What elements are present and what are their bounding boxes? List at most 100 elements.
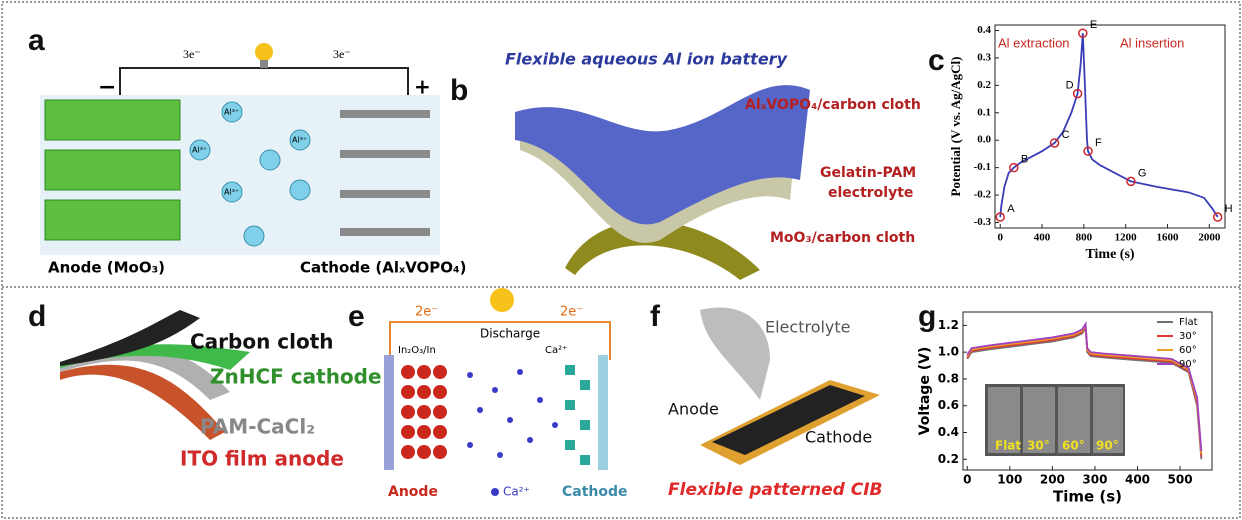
ion-label: Al³⁺ — [192, 146, 207, 155]
discharge-label: Discharge — [480, 327, 540, 341]
ion-label: Al³⁺ — [292, 136, 307, 145]
point-marker — [1126, 176, 1136, 187]
legend-label: 90° — [1179, 359, 1197, 370]
y-tick-label: -0.3 — [974, 216, 992, 228]
x-tick-label: 200 — [1040, 473, 1065, 487]
x-tick-label: 500 — [1168, 473, 1193, 487]
photo-frame — [1093, 387, 1123, 453]
y-axis-title: Voltage (V) — [917, 347, 933, 436]
y-tick-label: 0.1 — [977, 106, 991, 118]
point-label: D — [1066, 79, 1074, 91]
x-tick-label: 2000 — [1198, 232, 1221, 244]
anode-spheres — [401, 365, 447, 459]
inset-label: 90° — [1096, 439, 1119, 453]
panel-letter: a — [28, 24, 45, 57]
layer-label: Carbon cloth — [190, 330, 334, 354]
ion-labels: Al³⁺ Al³⁺ Al³⁺ Al³⁺ — [192, 108, 307, 197]
y-tick-label: 0.3 — [977, 51, 991, 63]
wire — [389, 321, 611, 360]
ca-ions — [467, 369, 558, 458]
point-label: G — [1138, 167, 1147, 179]
x-axis-title: Time (s) — [1053, 488, 1122, 506]
point-label: C — [1062, 129, 1070, 141]
inset-photo: Flat 30° 60° 90° — [985, 384, 1125, 456]
bulb — [490, 288, 514, 312]
cathode-lattice — [340, 110, 430, 236]
minus-sign: − — [98, 75, 116, 100]
point-marker — [1083, 146, 1093, 156]
layer-label: ZnHCF cathode — [210, 365, 382, 389]
electrolyte-label: Electrolyte — [765, 318, 851, 337]
point-marker — [995, 212, 1005, 222]
panel-letter: g — [918, 300, 936, 333]
anode-label: Anode (MoO₃) — [48, 259, 165, 277]
anode-plate — [384, 355, 394, 470]
legend-dot — [491, 488, 499, 496]
x-tick-label: 100 — [997, 473, 1022, 487]
photo-frame — [1058, 387, 1090, 453]
legend-label: Ca²⁺ — [503, 485, 530, 499]
x-tick-label: 300 — [1082, 473, 1107, 487]
electrolyte-sheet — [700, 307, 770, 400]
y-axis-title: Potential (V vs. Ag/AgCl) — [948, 57, 963, 197]
layer-label: MoO₃/carbon cloth — [770, 230, 915, 246]
plot-frame — [962, 311, 1213, 471]
ion-label: Al³⁺ — [224, 188, 239, 197]
layer-label: AlₓVOPO₄/carbon cloth — [745, 97, 921, 113]
plot-frame — [994, 24, 1226, 229]
y-tick-label: -0.2 — [974, 189, 992, 201]
annotation: Al insertion — [1120, 35, 1184, 50]
x-tick-label: 1200 — [1115, 232, 1138, 244]
y-tick-label: 0.0 — [977, 134, 991, 146]
y-tick-label: 0.4 — [977, 24, 991, 36]
x-tick-label: 400 — [1125, 473, 1150, 487]
ion-label: Al³⁺ — [224, 108, 239, 117]
anode-label: Anode — [668, 400, 719, 419]
cathode-label: Cathode — [562, 484, 628, 500]
legend-label: 60° — [1179, 345, 1197, 356]
ca-label: Ca²⁺ — [545, 345, 567, 356]
layer-cathode — [515, 85, 810, 225]
anode-label: Anode — [388, 484, 438, 500]
point-label: E — [1090, 19, 1097, 31]
plus-sign: + — [414, 75, 431, 99]
panel-letter: d — [28, 300, 46, 333]
photo-frame — [1023, 387, 1055, 453]
layer-ito — [60, 364, 225, 440]
layer-pam — [60, 349, 230, 400]
point-marker — [1078, 28, 1088, 38]
pattern — [712, 385, 865, 455]
point-label: B — [1021, 154, 1028, 166]
series-line — [966, 321, 1203, 452]
point-marker — [1049, 138, 1060, 148]
y-tick-label: 0.2 — [938, 452, 959, 466]
panel-letter: e — [348, 300, 365, 333]
point-label: A — [1007, 203, 1015, 215]
point-marker — [1072, 88, 1083, 99]
legend-label: Flat — [1179, 317, 1198, 328]
x-tick-label: 1600 — [1157, 232, 1180, 244]
layer-label: ITO film anode — [180, 447, 344, 471]
panel-letter: b — [450, 74, 468, 107]
legend-label: 30° — [1179, 331, 1197, 342]
bulb-base — [260, 60, 268, 68]
caption: Flexible patterned CIB — [668, 480, 883, 500]
ions — [189, 101, 311, 247]
x-axis-title: Time (s) — [1085, 247, 1134, 262]
y-tick-label: -0.1 — [974, 161, 991, 173]
y-tick-label: 1.0 — [938, 345, 959, 359]
x-tick-label: 400 — [1034, 232, 1051, 244]
bulb — [255, 43, 273, 61]
series-line — [999, 33, 1219, 218]
inset-label: Flat — [995, 439, 1021, 453]
y-tick-label: 1.2 — [938, 318, 959, 332]
y-tick-label: 0.2 — [977, 79, 991, 91]
panel-title: Flexible aqueous Al ion battery — [505, 50, 788, 69]
layer-label: Gelatin-PAM — [820, 165, 916, 181]
layer-moo3 — [565, 220, 760, 280]
layer-label: PAM-CaCl₂ — [200, 415, 315, 439]
panel-letter: f — [650, 300, 661, 333]
cathode-label: Cathode (AlₓVOPO₄) — [300, 259, 466, 277]
